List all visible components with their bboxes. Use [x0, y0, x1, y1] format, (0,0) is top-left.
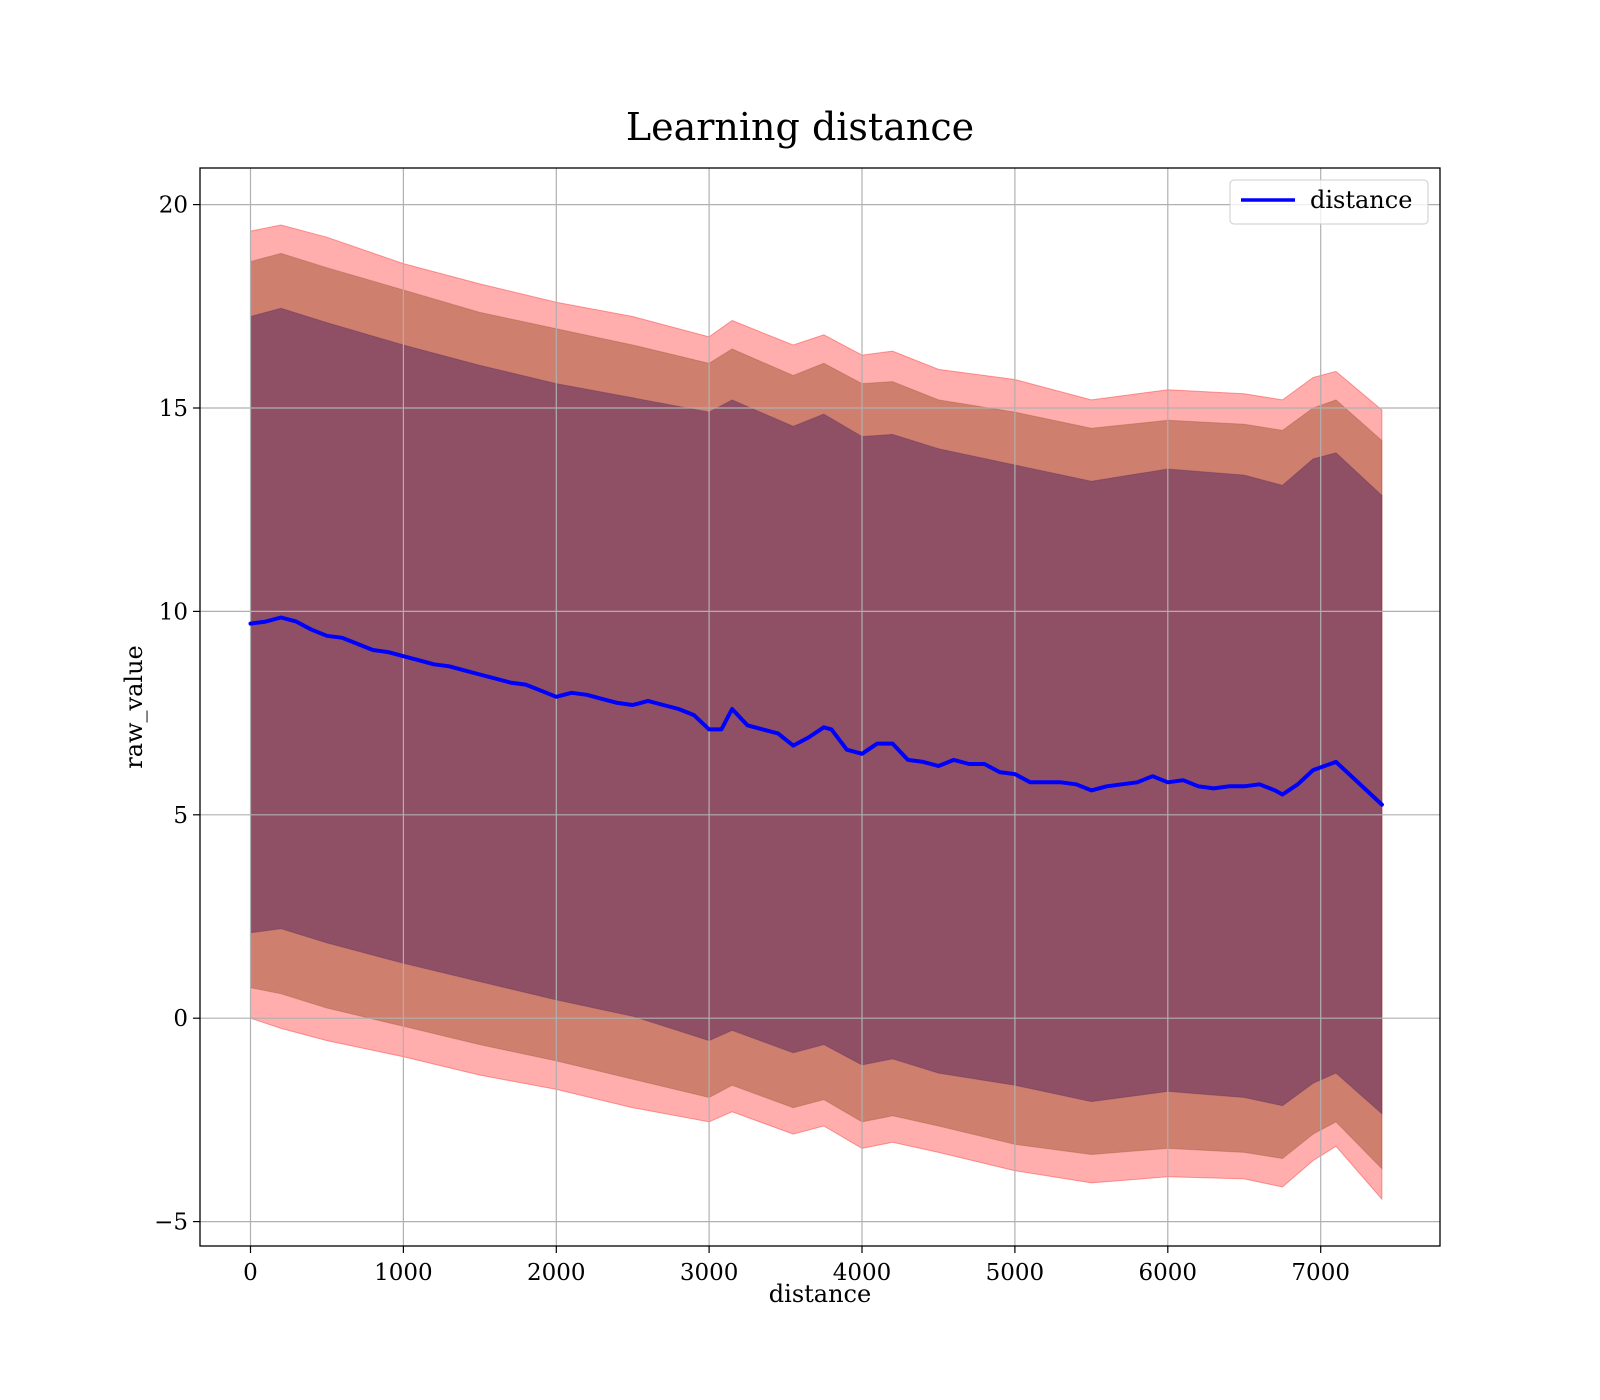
y-tick-label: −5	[154, 1210, 188, 1236]
y-tick-label: 10	[159, 599, 188, 625]
y-tick-label: 15	[159, 396, 188, 422]
y-tick-label: 5	[173, 803, 188, 829]
x-tick-label: 3000	[680, 1260, 739, 1286]
x-tick-label: 2000	[527, 1260, 586, 1286]
y-tick-label: 0	[173, 1006, 188, 1032]
legend-label-distance: distance	[1310, 186, 1412, 214]
y-axis-label: raw_value	[120, 645, 148, 769]
y-tick-label: 20	[159, 193, 188, 219]
x-tick-label: 6000	[1139, 1260, 1198, 1286]
x-tick-label: 4000	[833, 1260, 892, 1286]
series-line-distance	[248, 615, 1384, 807]
plot-frame	[199, 167, 1441, 1247]
x-tick-label: 0	[243, 1260, 258, 1286]
x-tick-label: 7000	[1291, 1260, 1350, 1286]
chart-title: Learning distance	[626, 105, 974, 149]
confidence-bands	[250, 224, 1383, 1201]
x-axis-label: distance	[769, 1280, 871, 1308]
legend-box	[1229, 179, 1429, 225]
x-tick-label: 1000	[374, 1260, 433, 1286]
series-lines	[248, 615, 1384, 807]
legend: distance	[1229, 179, 1429, 225]
x-tick-label: 5000	[986, 1260, 1045, 1286]
axis-ticks: 0 1000 2000 3000 4000 5000 6000 7000 −5 0 5 10 15 20	[154, 193, 1350, 1286]
